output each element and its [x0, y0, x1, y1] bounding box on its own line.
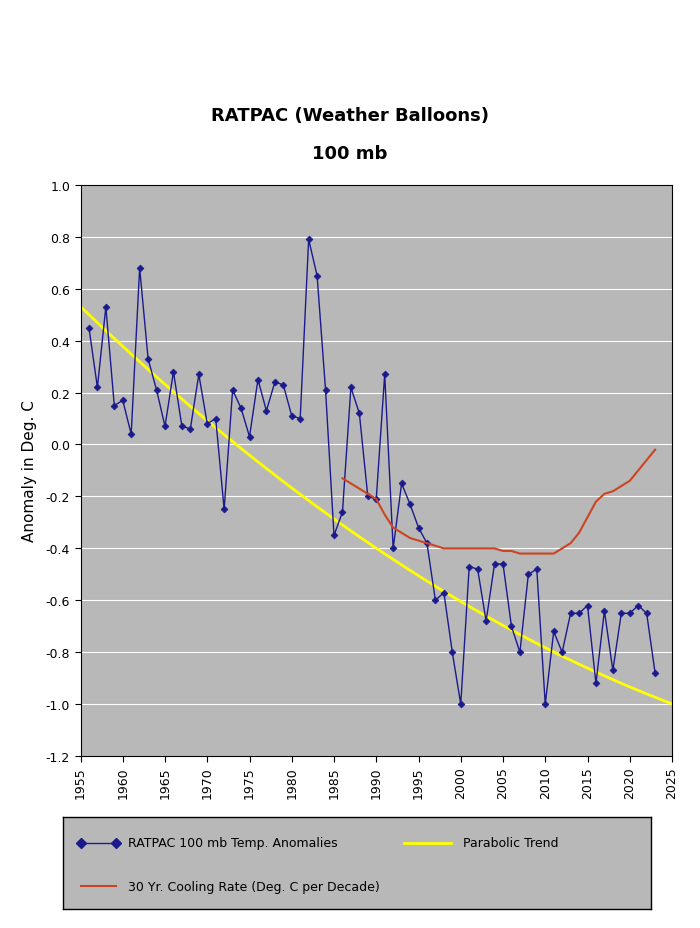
Text: 30 Yr. Cooling Rate (Deg. C per Decade): 30 Yr. Cooling Rate (Deg. C per Decade): [127, 880, 379, 893]
Text: RATPAC 100 mb Temp. Anomalies: RATPAC 100 mb Temp. Anomalies: [127, 836, 337, 849]
Y-axis label: Anomaly in Deg. C: Anomaly in Deg. C: [22, 400, 37, 542]
Text: Parabolic Trend: Parabolic Trend: [463, 836, 559, 849]
Text: RATPAC (Weather Balloons): RATPAC (Weather Balloons): [211, 108, 489, 125]
Text: 100 mb: 100 mb: [312, 145, 388, 162]
